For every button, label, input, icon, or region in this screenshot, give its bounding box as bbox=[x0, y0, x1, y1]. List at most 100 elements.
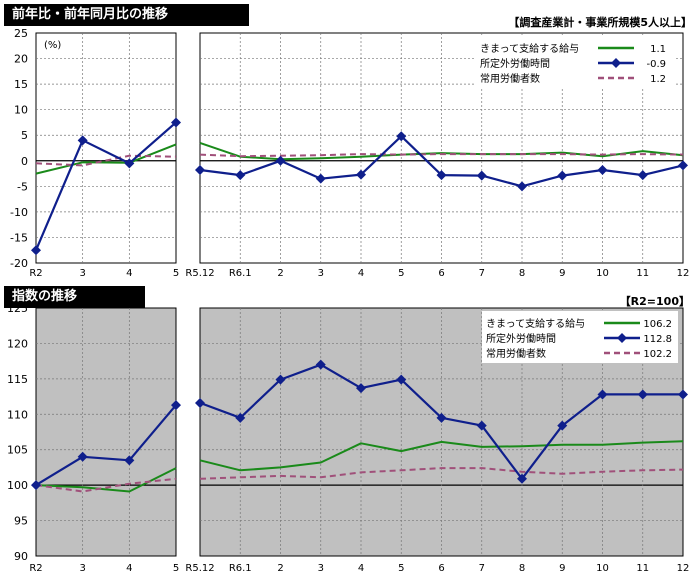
top-right-legend-value: 1.1 bbox=[650, 44, 666, 55]
bottom-right-xtick-label: 12 bbox=[677, 563, 690, 574]
top-right-xtick-label: R5.12 bbox=[185, 268, 214, 279]
bottom-right-xtick-label: 3 bbox=[318, 563, 324, 574]
bottom-left-series-overtime bbox=[35, 404, 177, 487]
top-right-xtick-label: 2 bbox=[277, 268, 283, 279]
bottom-right-overtime-marker bbox=[597, 389, 608, 400]
bottom-right-series-employees bbox=[199, 467, 684, 480]
bottom-right-xtick-label: 11 bbox=[636, 563, 649, 574]
bottom-right-xtick-label: 6 bbox=[438, 563, 444, 574]
top-right-xtick-label: R6.1 bbox=[229, 268, 252, 279]
bottom-right-xtick-label: R6.1 bbox=[229, 563, 252, 574]
bottom-right-xtick-label: 4 bbox=[358, 563, 364, 574]
bottom-left-ytick-label: 95 bbox=[14, 515, 28, 528]
top-left-ytick-label: 0 bbox=[21, 155, 28, 168]
bottom-left-ytick-label: 90 bbox=[14, 550, 28, 563]
top-right-xtick-label: 6 bbox=[438, 268, 444, 279]
bottom-right-xtick-label: R5.12 bbox=[185, 563, 214, 574]
top-right-xtick-label: 4 bbox=[358, 268, 364, 279]
top-right-xtick-label: 12 bbox=[677, 268, 690, 279]
bottom-right-legend-label: 常用労働者数 bbox=[486, 347, 546, 360]
bottom-right-legend-marker bbox=[617, 333, 627, 343]
top-left-ytick-label: 25 bbox=[14, 27, 28, 40]
top-right-overtime-marker bbox=[637, 170, 648, 181]
bottom-right-xtick-label: 2 bbox=[277, 563, 283, 574]
top-right-overtime-marker bbox=[195, 164, 205, 175]
top-left-ytick-label: 20 bbox=[14, 53, 28, 66]
bottom-right-xtick-label: 7 bbox=[479, 563, 485, 574]
bottom-right-legend-label: 所定外労働時間 bbox=[486, 332, 556, 345]
bottom-right-overtime-marker bbox=[436, 412, 447, 423]
bottom-right-legend-label: きまって支給する給与 bbox=[486, 317, 585, 330]
top-left-ytick-label: 5 bbox=[21, 129, 28, 142]
top-right-xtick-label: 8 bbox=[519, 268, 525, 279]
bottom-right-series-wages bbox=[199, 440, 684, 472]
top-right-xtick-label: 9 bbox=[559, 268, 565, 279]
top-right-overtime-marker bbox=[315, 173, 326, 184]
bottom-left-overtime-marker bbox=[77, 451, 88, 462]
bottom-left-series-wages bbox=[35, 467, 177, 493]
bottom-left-plot-area bbox=[35, 307, 177, 557]
bottom-left-xtick-label: R2 bbox=[29, 563, 42, 574]
bottom-left-xtick-label: 5 bbox=[173, 563, 179, 574]
top-right-legend-label: 常用労働者数 bbox=[480, 72, 540, 85]
bottom-left-ytick-label: 125 bbox=[7, 302, 28, 315]
top-right-overtime-marker bbox=[517, 181, 527, 192]
top-right-legend-box bbox=[476, 36, 676, 88]
top-right-xtick-label: 7 bbox=[479, 268, 485, 279]
top-left-xtick-label: R2 bbox=[29, 268, 42, 279]
bottom-right-overtime-marker bbox=[476, 420, 487, 431]
top-left-ytick-label: 15 bbox=[14, 78, 28, 91]
bottom-right-legend-box bbox=[482, 311, 678, 363]
top-survey-note: 【調査産業計・事業所規模5人以上】 bbox=[508, 16, 692, 29]
bottom-right-overtime-marker bbox=[356, 383, 366, 394]
top-left-plot-area bbox=[35, 32, 177, 264]
bottom-left-ytick-label: 105 bbox=[7, 444, 28, 457]
top-right-legend-value: -0.9 bbox=[646, 59, 666, 70]
bottom-left-ytick-label: 115 bbox=[7, 373, 28, 386]
bottom-left-overtime-marker bbox=[124, 455, 135, 466]
top-right-xtick-label: 10 bbox=[596, 268, 609, 279]
bottom-right-overtime-marker bbox=[396, 374, 407, 385]
top-left-ytick-label: 10 bbox=[14, 104, 28, 117]
top-left-overtime-marker bbox=[124, 158, 135, 169]
bottom-right-overtime-marker bbox=[275, 374, 286, 385]
top-right-legend-marker bbox=[611, 58, 621, 68]
bottom-left-overtime-marker bbox=[31, 480, 41, 491]
top-right-overtime-marker bbox=[678, 160, 688, 171]
bottom-right-xtick-label: 8 bbox=[519, 563, 525, 574]
top-left-overtime-marker bbox=[171, 117, 181, 128]
bottom-right-overtime-marker bbox=[517, 473, 527, 484]
top-right-overtime-marker bbox=[356, 169, 366, 180]
bottom-right-legend-value: 102.2 bbox=[643, 349, 672, 360]
top-right-overtime-marker bbox=[275, 155, 286, 166]
top-right-series-employees bbox=[199, 153, 684, 158]
top-left-ytick-label: -5 bbox=[17, 180, 28, 193]
top-left-series-employees bbox=[35, 154, 177, 167]
bottom-right-overtime-marker bbox=[315, 359, 326, 370]
bottom-right-xtick-label: 10 bbox=[596, 563, 609, 574]
bottom-right-xtick-label: 9 bbox=[559, 563, 565, 574]
bottom-left-xtick-label: 4 bbox=[126, 563, 132, 574]
top-right-overtime-marker bbox=[557, 170, 568, 181]
top-right-legend-label: きまって支給する給与 bbox=[480, 42, 579, 55]
top-right-xtick-label: 11 bbox=[636, 268, 649, 279]
top-right-legend-label: 所定外労働時間 bbox=[480, 57, 550, 70]
top-left-xtick-label: 4 bbox=[126, 268, 132, 279]
bottom-left-ytick-label: 120 bbox=[7, 337, 28, 350]
bottom-left-series-employees bbox=[35, 477, 177, 493]
top-left-xtick-label: 3 bbox=[79, 268, 85, 279]
top-left-ytick-label: -15 bbox=[10, 231, 28, 244]
bottom-right-overtime-marker bbox=[637, 389, 648, 400]
bottom-section-title: 指数の推移 bbox=[4, 286, 145, 308]
bottom-base-note: 【R2=100】 bbox=[619, 295, 690, 308]
bottom-left-xtick-label: 3 bbox=[79, 563, 85, 574]
top-left-ylabel: (%) bbox=[44, 40, 61, 51]
top-right-xtick-label: 5 bbox=[398, 268, 404, 279]
top-left-ytick-label: -10 bbox=[10, 206, 28, 219]
bottom-left-overtime-marker bbox=[171, 400, 181, 411]
top-right-overtime-marker bbox=[396, 131, 407, 142]
top-left-xtick-label: 5 bbox=[173, 268, 179, 279]
bottom-right-overtime-marker bbox=[195, 397, 205, 408]
top-left-overtime-marker bbox=[77, 135, 88, 146]
